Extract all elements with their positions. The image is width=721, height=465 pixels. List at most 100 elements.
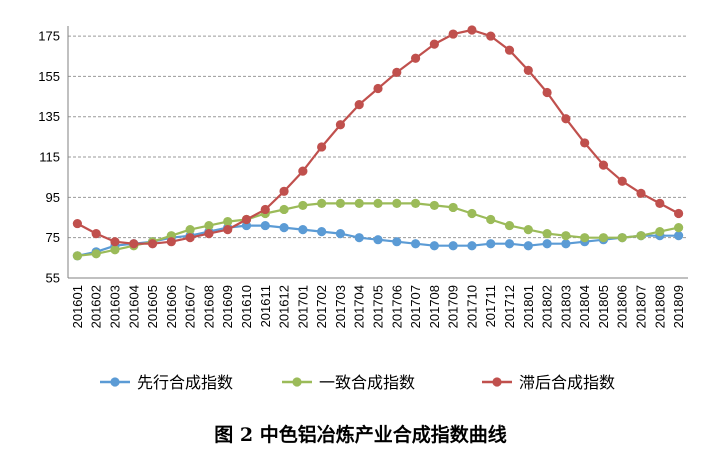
series-3: [72, 25, 684, 249]
data-point: [448, 241, 458, 251]
data-point: [298, 200, 308, 211]
x-tick-label: 201705: [371, 285, 386, 328]
data-point: [241, 214, 252, 225]
x-tick-label: 201712: [502, 285, 517, 328]
data-point: [655, 227, 665, 237]
data-point: [373, 83, 383, 94]
data-point: [317, 227, 327, 237]
data-point: [448, 202, 458, 213]
data-point: [260, 204, 270, 215]
data-point: [617, 233, 627, 243]
legend-label: 一致合成指数: [319, 373, 415, 392]
data-point: [223, 216, 233, 227]
legend-item-3: 滞后合成指数: [482, 373, 615, 392]
data-point: [72, 251, 82, 261]
data-point: [580, 233, 590, 243]
data-point: [91, 229, 101, 239]
data-point: [504, 220, 515, 231]
data-point: [317, 198, 327, 209]
data-point: [373, 235, 383, 245]
data-point: [279, 204, 289, 215]
x-tick-label: 201805: [596, 285, 611, 328]
y-tick-label: 75: [46, 230, 60, 245]
data-point: [279, 186, 289, 196]
data-point: [392, 237, 402, 247]
y-tick-label: 55: [46, 271, 60, 286]
x-tick-label: 201607: [183, 285, 198, 328]
x-tick-label: 201806: [615, 285, 630, 328]
x-tick-label: 201710: [464, 285, 479, 328]
data-point: [410, 239, 421, 249]
data-point: [467, 25, 477, 35]
data-point: [486, 239, 496, 249]
data-point: [129, 239, 139, 249]
data-point: [504, 239, 515, 249]
data-point: [354, 100, 364, 110]
legend-marker: [492, 377, 502, 387]
x-tick-label: 201807: [634, 285, 649, 328]
data-point: [674, 208, 684, 219]
legend-marker: [292, 377, 302, 387]
x-tick-label: 201605: [145, 285, 160, 328]
x-tick-label: 201708: [427, 285, 442, 328]
data-point: [636, 231, 646, 241]
data-point: [523, 241, 533, 251]
data-point: [429, 241, 439, 251]
x-tick-label: 201701: [295, 285, 310, 328]
data-point: [504, 45, 515, 55]
data-point: [72, 218, 82, 229]
data-point: [354, 233, 364, 243]
x-tick-label: 201709: [446, 285, 461, 328]
legend-label: 先行合成指数: [137, 373, 233, 392]
x-tick-label: 201603: [107, 285, 122, 328]
axes: [67, 26, 688, 279]
data-point: [429, 39, 439, 49]
data-point: [674, 231, 684, 241]
data-point: [166, 237, 176, 247]
legend-item-1: 先行合成指数: [100, 373, 233, 392]
data-point: [392, 198, 402, 209]
series-2: [72, 198, 684, 261]
data-point: [674, 223, 684, 233]
x-tick-label: 201703: [333, 285, 348, 328]
data-point: [523, 225, 533, 235]
data-point: [110, 237, 120, 247]
data-point: [561, 114, 571, 124]
x-tick-labels: 201601 201602 201603 201604 201605 201606 2016…: [70, 285, 686, 328]
data-point: [335, 198, 346, 209]
x-tick-label: 201602: [89, 285, 104, 328]
data-point: [561, 239, 571, 249]
data-point: [298, 166, 308, 176]
data-point: [354, 198, 364, 209]
data-point: [561, 231, 571, 241]
series-line: [76, 28, 680, 245]
x-tick-label: 201608: [201, 285, 216, 328]
data-point: [580, 138, 590, 148]
data-point: [636, 188, 646, 198]
data-point: [486, 214, 496, 225]
data-point: [392, 67, 402, 77]
x-tick-label: 201711: [483, 285, 498, 327]
x-tick-label: 201601: [70, 285, 85, 328]
data-point: [317, 142, 327, 152]
series-1: [72, 220, 684, 261]
data-point: [598, 160, 609, 170]
data-point: [335, 120, 346, 130]
data-point: [110, 245, 120, 255]
x-tick-label: 201801: [521, 285, 536, 328]
data-point: [335, 229, 346, 239]
data-point: [655, 198, 665, 209]
y-tick-label: 135: [38, 109, 60, 124]
data-point: [542, 229, 552, 239]
x-tick-label: 201612: [277, 285, 292, 328]
legend-label: 滞后合成指数: [519, 373, 615, 392]
y-tick-label: 95: [46, 190, 60, 205]
data-point: [448, 29, 458, 39]
legend-item-2: 一致合成指数: [282, 373, 415, 392]
data-point: [223, 225, 233, 235]
data-point: [204, 220, 214, 231]
y-tick-label: 175: [38, 29, 60, 44]
legend: 先行合成指数 一致合成指数 滞后合成指数: [100, 373, 615, 392]
x-tick-label: 201802: [540, 285, 555, 328]
